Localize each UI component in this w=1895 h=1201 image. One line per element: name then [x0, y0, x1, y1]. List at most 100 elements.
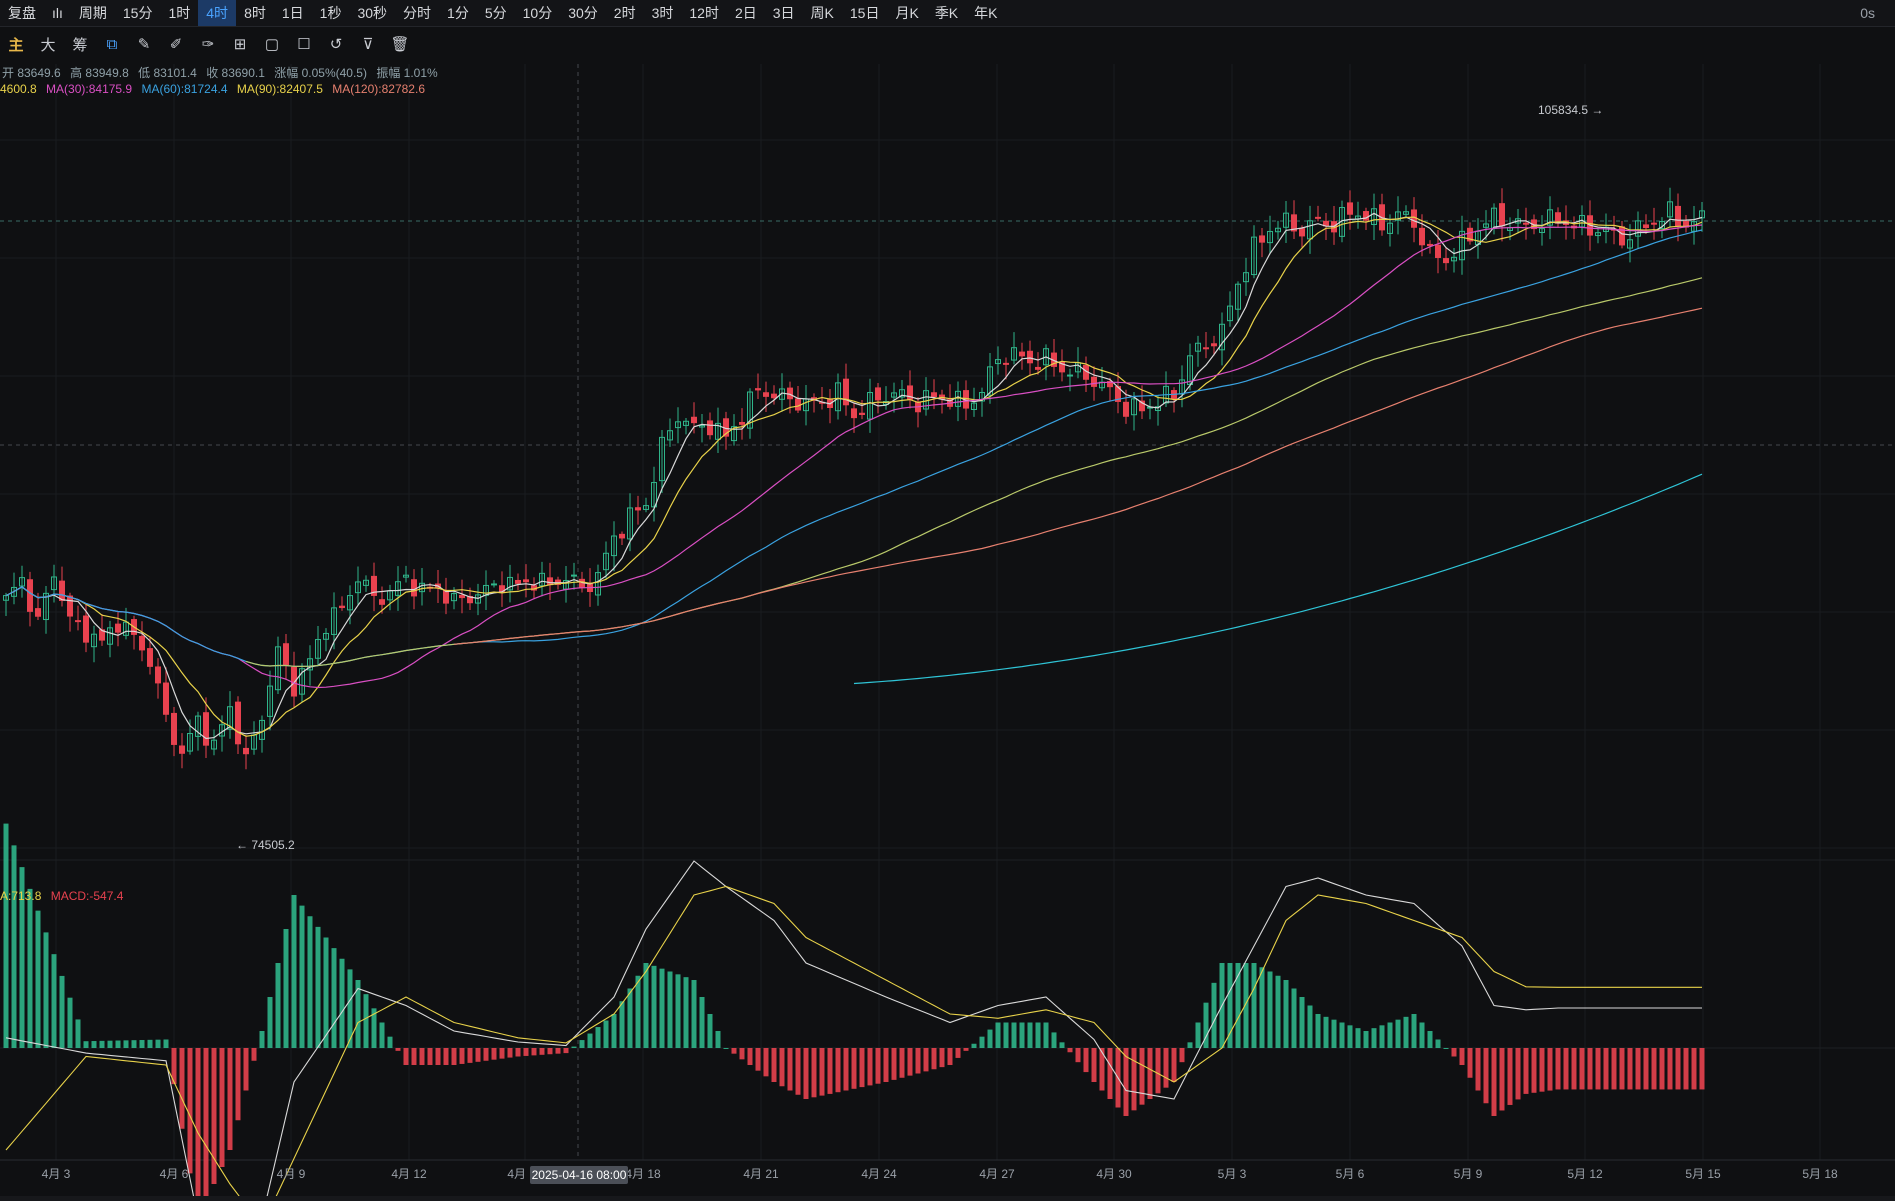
macd-bar — [1363, 1031, 1369, 1048]
macd-bar — [1659, 1048, 1665, 1090]
clone-icon[interactable]: ⧉ — [106, 35, 118, 53]
macd-bar — [635, 975, 641, 1048]
macd-bar — [355, 980, 361, 1048]
high-annotation: 105834.5 → — [1538, 103, 1603, 117]
candle-body — [1043, 348, 1049, 366]
macd-bar — [67, 997, 73, 1048]
macd-bar — [691, 980, 697, 1048]
period-item[interactable]: 10分 — [522, 5, 553, 21]
macd-bar — [739, 1048, 745, 1060]
candle-body — [1363, 211, 1369, 221]
brush-icon[interactable]: ✑ — [201, 36, 215, 53]
period-item[interactable]: 3时 — [651, 5, 674, 21]
x-tick-label: 4月 30 — [1096, 1167, 1132, 1181]
period-item[interactable]: 季K — [934, 5, 959, 21]
period-item[interactable]: 12时 — [689, 5, 719, 21]
period-item[interactable]: 3日 — [772, 5, 795, 21]
filter-icon[interactable]: ⊽ — [362, 36, 374, 53]
period-item[interactable]: ılı — [52, 5, 63, 21]
pen-icon[interactable]: ✐ — [169, 36, 183, 53]
macd-bar — [723, 1048, 729, 1049]
macd-bar — [1595, 1048, 1601, 1090]
magnet-icon[interactable]: ↺ — [329, 36, 343, 53]
macd-bar — [1139, 1048, 1145, 1105]
macd-bar — [1315, 1014, 1321, 1048]
macd-bar — [1435, 1039, 1441, 1048]
candle-body — [163, 682, 169, 715]
candle-body — [1131, 398, 1137, 416]
period-item[interactable]: 4时 — [198, 0, 237, 26]
macd-bar — [155, 1039, 161, 1048]
period-item[interactable]: 1时 — [168, 5, 191, 21]
period-item[interactable]: 30分 — [568, 5, 598, 21]
candle-body — [1251, 236, 1257, 276]
x-tick-label: 4月 12 — [391, 1167, 427, 1181]
macd-bar — [1019, 1022, 1025, 1048]
macd-bar — [1083, 1048, 1089, 1073]
trash-icon[interactable]: 🗑 — [390, 36, 410, 53]
macd-bar — [1387, 1022, 1393, 1048]
candle-body — [755, 388, 761, 391]
macd-bar — [859, 1048, 865, 1088]
candle-body — [363, 579, 369, 586]
candle-body — [83, 615, 89, 643]
candle-body — [1195, 342, 1201, 352]
period-item[interactable]: 15日 — [849, 5, 880, 21]
candle-body — [1595, 232, 1601, 237]
macd-bar — [683, 977, 689, 1048]
macd-bar — [651, 965, 657, 1048]
toolbar-item[interactable]: 筹 — [72, 36, 88, 54]
candle-body — [75, 620, 81, 623]
macd-bar — [427, 1048, 433, 1065]
period-item[interactable]: 2日 — [734, 5, 757, 21]
period-item[interactable]: 1分 — [447, 5, 469, 21]
period-item[interactable]: 2时 — [613, 5, 636, 21]
period-item[interactable]: 周K — [810, 5, 834, 21]
period-item[interactable]: 30秒 — [357, 5, 388, 21]
candle-body — [987, 366, 993, 396]
x-tick-label: 4月 6 — [160, 1167, 189, 1181]
candle-body — [1003, 362, 1009, 365]
period-item[interactable]: 5分 — [484, 5, 507, 21]
macd-bar — [51, 954, 57, 1048]
period-item[interactable]: 复盘 — [8, 5, 36, 21]
macd-bar — [227, 1048, 233, 1150]
macd-bar — [1299, 997, 1305, 1048]
period-item[interactable]: 周期 — [78, 5, 107, 21]
candle-body — [1451, 256, 1457, 262]
candle-body — [1267, 230, 1273, 244]
period-item[interactable]: 15分 — [122, 5, 153, 21]
macd-bar — [1379, 1025, 1385, 1048]
macd-dif-line — [5, 860, 1702, 1196]
toolbar-item[interactable]: 大 — [40, 36, 56, 54]
macd-bar — [1339, 1022, 1345, 1048]
macd-bar — [1547, 1048, 1553, 1091]
candle-body — [1419, 227, 1425, 246]
candle-body — [1635, 220, 1641, 237]
period-item[interactable]: 8时 — [244, 5, 266, 21]
toolbar-item[interactable]: 主 — [8, 36, 24, 54]
ohlc-change: 涨幅 0.05%(40.5) — [274, 66, 367, 80]
macd-bar — [1323, 1016, 1329, 1048]
macd-bar — [1675, 1048, 1681, 1090]
period-item[interactable]: 年K — [974, 5, 998, 21]
macd-bar — [1291, 988, 1297, 1048]
period-item[interactable]: 1日 — [281, 5, 304, 21]
x-tick-label: 5月 15 — [1685, 1167, 1721, 1181]
period-item[interactable]: 月K — [895, 5, 919, 21]
candle-body — [1547, 209, 1553, 226]
period-item[interactable]: 1秒 — [319, 5, 342, 21]
candle-body — [1539, 228, 1545, 233]
copy-icon[interactable]: ▢ — [264, 36, 280, 53]
macd-bar — [763, 1048, 769, 1077]
period-item[interactable]: 分时 — [403, 5, 432, 21]
note-icon[interactable]: ☐ — [297, 36, 311, 53]
candle-body — [347, 595, 353, 611]
ruler-icon[interactable]: ✎ — [137, 36, 151, 53]
ma60-line — [5, 229, 1703, 668]
measure-icon[interactable]: ⊞ — [233, 36, 247, 53]
candle-body — [627, 507, 633, 540]
macd-bar — [675, 974, 681, 1048]
candle-body — [779, 388, 785, 400]
